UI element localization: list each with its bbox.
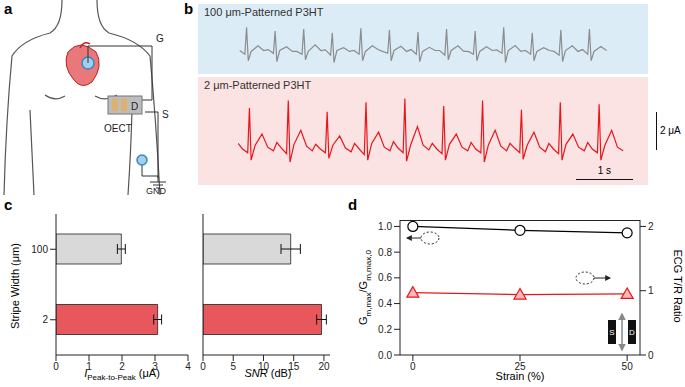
svg-text:GND: GND: [146, 186, 167, 195]
svg-text:0.0: 0.0: [378, 350, 392, 361]
svg-text:D: D: [131, 101, 138, 112]
svg-text:0: 0: [200, 361, 206, 372]
svg-text:0.4: 0.4: [378, 298, 392, 309]
svg-text:S: S: [162, 109, 169, 120]
svg-text:0: 0: [648, 350, 654, 361]
svg-text:0: 0: [410, 361, 416, 372]
svg-text:0.2: 0.2: [378, 324, 392, 335]
svg-text:0.6: 0.6: [378, 272, 392, 283]
svg-text:4: 4: [185, 361, 191, 372]
svg-text:1: 1: [648, 285, 654, 296]
svg-text:5: 5: [230, 361, 236, 372]
svg-text:D: D: [629, 328, 635, 337]
svg-text:G: G: [156, 33, 164, 44]
svg-text:2: 2: [42, 314, 48, 325]
svg-text:1.0: 1.0: [378, 221, 392, 232]
svg-text:0.8: 0.8: [378, 247, 392, 258]
svg-text:0: 0: [53, 361, 59, 372]
svg-text:OECT: OECT: [104, 123, 132, 134]
svg-text:2: 2: [119, 361, 125, 372]
svg-text:S: S: [609, 328, 614, 337]
svg-text:2: 2: [648, 221, 654, 232]
svg-text:100: 100: [31, 244, 48, 255]
svg-text:50: 50: [622, 361, 634, 372]
svg-text:20: 20: [318, 361, 330, 372]
